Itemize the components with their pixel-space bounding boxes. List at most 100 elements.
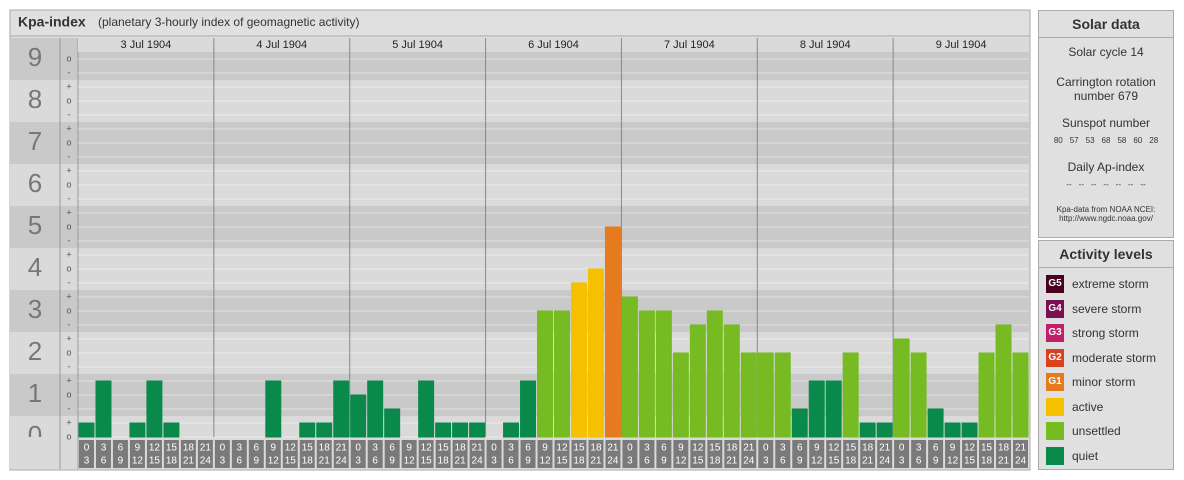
minor-tick-label: o (66, 347, 71, 357)
minor-tick-label: + (66, 81, 71, 91)
hour-end: 6 (508, 456, 514, 467)
bar (384, 408, 401, 438)
hour-end: 9 (254, 456, 260, 467)
band (10, 206, 1029, 248)
y-tick-label: 2 (28, 336, 42, 366)
hour-end: 9 (933, 456, 939, 467)
hour-cell (197, 440, 213, 468)
legend-label: severe storm (1072, 301, 1142, 316)
date-label: 9 Jul 1904 (936, 39, 987, 51)
date-label: 8 Jul 1904 (800, 39, 851, 51)
hour-cell (95, 440, 111, 468)
hour-end: 6 (237, 456, 243, 467)
hour-start: 12 (421, 443, 433, 454)
ap-title: Daily Ap-index (1067, 160, 1145, 174)
hour-cell (367, 440, 383, 468)
hour-start: 0 (355, 443, 361, 454)
hour-start: 0 (491, 443, 497, 454)
ap-value: -- (1140, 180, 1146, 189)
ap-value: -- (1103, 180, 1109, 189)
hour-start: 15 (166, 443, 178, 454)
hour-end: 24 (879, 456, 891, 467)
band (10, 290, 1029, 332)
bar (435, 422, 452, 438)
legend-badge (1046, 446, 1064, 465)
bar (740, 352, 757, 438)
hour-end: 21 (319, 456, 331, 467)
carrington: Carrington rotation number 679 (1056, 75, 1156, 103)
bar (944, 422, 961, 438)
minor-tick-label: + (66, 291, 71, 301)
hour-start: 9 (814, 443, 820, 454)
hour-start: 18 (590, 443, 602, 454)
band (10, 122, 1029, 164)
hour-end: 6 (644, 456, 650, 467)
date-label: 4 Jul 1904 (256, 39, 307, 51)
hour-cell (690, 440, 706, 468)
bar (893, 338, 910, 438)
bar (469, 422, 486, 438)
hour-start: 3 (916, 443, 922, 454)
legend-item: G3 strong storm (1039, 321, 1173, 346)
ap-value: -- (1066, 180, 1072, 189)
minor-tick-label: - (68, 277, 71, 287)
hour-end: 12 (811, 456, 823, 467)
bar (452, 422, 469, 438)
hour-end: 3 (84, 456, 90, 467)
bar (604, 226, 621, 438)
hour-end: 18 (166, 456, 178, 467)
sunspot-value: 68 (1101, 136, 1111, 145)
hour-end: 24 (743, 456, 755, 467)
hour-cell (673, 440, 689, 468)
bar (587, 268, 604, 438)
bar (503, 422, 520, 438)
minor-tick-label: o (66, 389, 71, 399)
panel-title: Activity levels (1039, 241, 1173, 268)
minor-tick-label: - (68, 109, 71, 119)
hour-start: 15 (845, 443, 857, 454)
hour-cell (843, 440, 859, 468)
ap-row: -- -- -- -- -- -- -- (1039, 180, 1173, 189)
legend-label: quiet (1072, 448, 1099, 463)
bar (1012, 352, 1029, 438)
legend-label: extreme storm (1072, 277, 1149, 292)
hour-end: 21 (726, 456, 738, 467)
hour-start: 21 (472, 443, 484, 454)
hour-start: 0 (84, 443, 90, 454)
solar-data-panel: Solar data Solar cycle 14 Carrington rot… (1038, 10, 1174, 238)
bar (706, 310, 723, 438)
hour-start: 21 (879, 443, 891, 454)
hour-cell (775, 440, 791, 468)
ap-value: -- (1091, 180, 1097, 189)
hour-start: 18 (862, 443, 874, 454)
legend-label: active (1072, 399, 1104, 414)
hour-end: 6 (780, 456, 786, 467)
hour-cell (945, 440, 961, 468)
minor-tick-label: + (66, 249, 71, 259)
hour-end: 9 (797, 456, 803, 467)
minor-tick-label: - (68, 361, 71, 371)
chart-title: Kpa-index (18, 14, 86, 30)
hour-start: 6 (933, 443, 939, 454)
bar (672, 352, 689, 438)
bar (537, 310, 554, 438)
date-band (485, 38, 622, 52)
minor-tick-label: - (68, 151, 71, 161)
hour-cell (503, 440, 519, 468)
y-tick-label: 5 (28, 210, 42, 240)
hour-end: 6 (916, 456, 922, 467)
hour-start: 15 (709, 443, 721, 454)
legend-label: minor storm (1072, 375, 1136, 390)
hour-cell (707, 440, 723, 468)
hour-cell (401, 440, 417, 468)
hour-end: 24 (1015, 456, 1027, 467)
ap-value: -- (1078, 180, 1084, 189)
date-label: 3 Jul 1904 (121, 39, 172, 51)
hour-cell (826, 440, 842, 468)
bar (163, 422, 180, 438)
date-band (621, 38, 758, 52)
bar (554, 310, 570, 438)
band (10, 332, 1029, 374)
hour-start: 3 (101, 443, 107, 454)
sunspot-value: 28 (1149, 136, 1159, 145)
